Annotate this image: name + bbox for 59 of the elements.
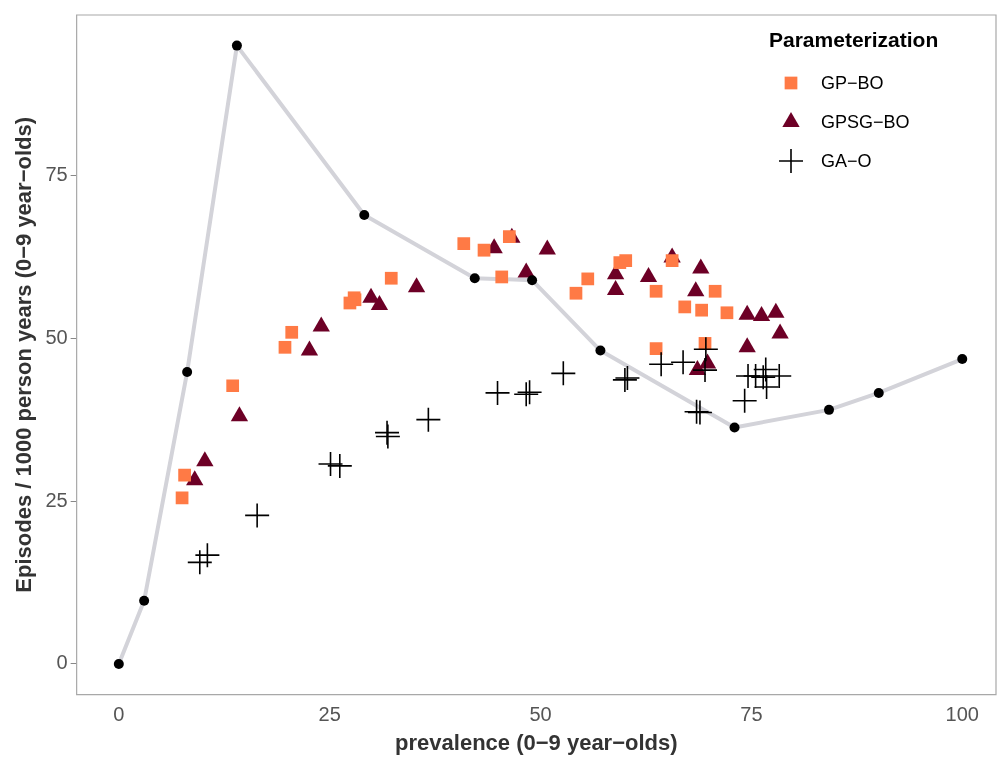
point: [502, 230, 516, 243]
point: [695, 303, 708, 317]
legend-title: Parameterization: [769, 27, 939, 51]
point: [285, 325, 299, 339]
point: [957, 354, 968, 365]
point: [359, 210, 370, 221]
y-tick-label: 75: [45, 162, 68, 185]
point: [708, 284, 722, 298]
point: [231, 40, 242, 51]
point: [581, 272, 595, 286]
point: [495, 270, 509, 284]
point: [693, 358, 718, 383]
point: [485, 380, 510, 405]
point: [873, 387, 884, 398]
point: [752, 306, 771, 322]
point: [178, 468, 191, 482]
point: [678, 300, 692, 314]
point: [182, 367, 193, 378]
point: [245, 503, 270, 528]
x-tick-label: 100: [945, 703, 979, 726]
point: [751, 365, 776, 390]
point: [693, 337, 718, 362]
point: [327, 453, 352, 478]
point: [732, 388, 757, 413]
point: [477, 243, 491, 257]
x-tick-label: 0: [113, 703, 125, 726]
y-tick-label: 0: [56, 651, 68, 674]
y-axis-title: Episodes / 1000 person years (0−9 year−olds): [11, 116, 37, 593]
point: [649, 284, 663, 298]
point: [824, 404, 834, 415]
y-tick-label: 50: [45, 325, 68, 348]
point: [457, 237, 471, 251]
point: [278, 340, 292, 354]
point: [619, 254, 633, 268]
point: [720, 306, 734, 320]
point: [139, 595, 150, 606]
point: [195, 543, 220, 568]
point: [665, 254, 679, 268]
point: [527, 275, 538, 286]
legend-label: GP−BO: [821, 72, 884, 93]
point: [469, 273, 480, 284]
point: [729, 422, 740, 433]
point: [767, 363, 792, 388]
point: [671, 350, 696, 375]
point: [649, 342, 663, 355]
x-tick-label: 75: [740, 703, 763, 726]
point: [649, 352, 674, 377]
x-axis-title: prevalence (0−9 year−olds): [395, 729, 678, 755]
point: [595, 345, 606, 356]
x-tick-label: 25: [318, 703, 341, 726]
point: [226, 379, 240, 393]
legend-label: GPSG−BO: [821, 111, 910, 132]
y-tick-label: 25: [45, 488, 68, 511]
point: [113, 658, 124, 669]
point: [384, 271, 398, 285]
x-tick-label: 50: [529, 703, 552, 726]
point: [175, 491, 189, 505]
point: [569, 286, 583, 300]
legend-label: GA−O: [821, 150, 872, 171]
